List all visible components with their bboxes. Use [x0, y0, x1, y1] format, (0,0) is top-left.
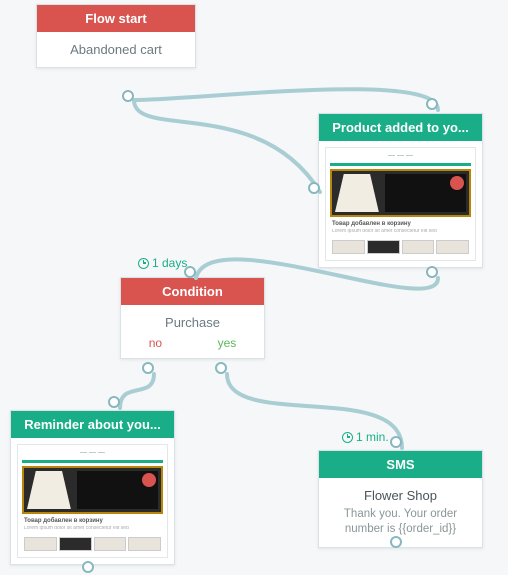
- delay-label-1: 1 days: [138, 256, 187, 270]
- sms-title: Flower Shop: [327, 488, 474, 503]
- node-flow-start[interactable]: Flow start Abandoned cart: [36, 4, 196, 68]
- flow-edge: [134, 100, 320, 192]
- node-header: Condition: [121, 278, 264, 305]
- flow-edge: [120, 374, 154, 408]
- connector-dot[interactable]: [390, 536, 402, 548]
- email-preview: — — — Товар добавлен в корзину Lorem ips…: [325, 147, 476, 261]
- node-email-reminder[interactable]: Reminder about you... — — — Товар добавл…: [10, 410, 175, 565]
- node-body: Abandoned cart: [37, 32, 195, 67]
- flow-edge: [134, 89, 438, 110]
- branch-yes[interactable]: yes: [218, 336, 237, 350]
- node-body: Purchase: [121, 305, 264, 332]
- node-header: Flow start: [37, 5, 195, 32]
- node-header: SMS: [319, 451, 482, 478]
- connector-dot[interactable]: [308, 182, 320, 194]
- clock-icon: [138, 258, 149, 269]
- branch-no[interactable]: no: [149, 336, 162, 350]
- node-condition[interactable]: Condition Purchase no yes: [120, 277, 265, 359]
- node-email-product-added[interactable]: Product added to yo... — — — Товар добав…: [318, 113, 483, 268]
- node-sms[interactable]: SMS Flower Shop Thank you. Your order nu…: [318, 450, 483, 548]
- connector-dot[interactable]: [142, 362, 154, 374]
- connector-dot[interactable]: [215, 362, 227, 374]
- condition-branches: no yes: [121, 332, 264, 358]
- sms-message: Thank you. Your order number is {{order_…: [327, 507, 474, 537]
- node-header: Product added to yo...: [319, 114, 482, 141]
- connector-dot[interactable]: [122, 90, 134, 102]
- connector-dot[interactable]: [426, 266, 438, 278]
- email-preview: — — — Товар добавлен в корзину Lorem ips…: [17, 444, 168, 558]
- connector-dot[interactable]: [108, 396, 120, 408]
- node-header: Reminder about you...: [11, 411, 174, 438]
- clock-icon: [342, 432, 353, 443]
- connector-dot[interactable]: [82, 561, 94, 573]
- delay-label-2: 1 min.: [342, 430, 389, 444]
- connector-dot[interactable]: [390, 436, 402, 448]
- connector-dot[interactable]: [426, 98, 438, 110]
- node-body: Flower Shop Thank you. Your order number…: [319, 478, 482, 547]
